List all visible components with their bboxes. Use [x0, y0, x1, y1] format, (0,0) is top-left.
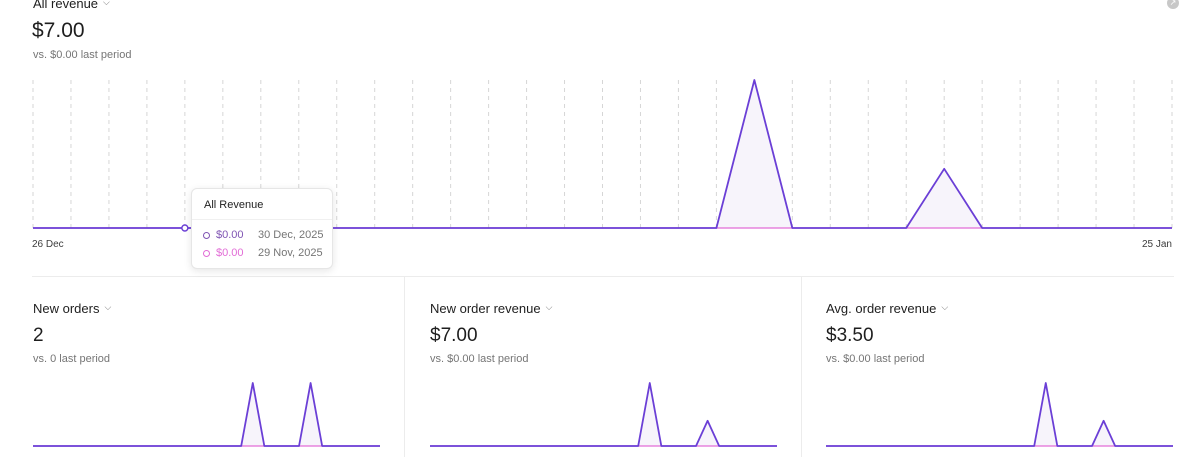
card-comparison: vs. $0.00 last period — [826, 353, 925, 365]
card-avg-order-revenue: Avg. order revenue ⌵ $3.50 vs. $0.00 las… — [826, 277, 1174, 457]
main-metric-label: All revenue — [33, 0, 99, 11]
x-axis-start-label: 26 Dec — [32, 239, 64, 250]
new-orders-chart[interactable] — [33, 373, 381, 453]
expand-icon[interactable]: ↗ — [1167, 0, 1179, 9]
card-value: 2 — [33, 325, 44, 346]
tooltip-row-current: $0.00 30 Dec, 2025 — [203, 229, 323, 241]
main-value: $7.00 — [32, 19, 85, 42]
hover-marker — [181, 224, 189, 232]
card-metric-label: New order revenue — [430, 301, 541, 316]
series-area-fill — [33, 383, 380, 446]
current-period-line — [430, 382, 777, 447]
current-period-line — [33, 382, 380, 447]
tooltip-value: $0.00 — [216, 247, 244, 259]
new-order-revenue-dropdown[interactable]: New order revenue ⌵ — [430, 301, 552, 316]
tooltip-title: All Revenue — [204, 199, 264, 211]
card-new-order-revenue: New order revenue ⌵ $7.00 vs. $0.00 last… — [430, 277, 778, 457]
main-revenue-chart[interactable] — [0, 70, 1200, 235]
series-area-fill — [826, 383, 1173, 446]
avg-order-revenue-chart[interactable] — [826, 373, 1174, 453]
card-divider — [801, 277, 802, 457]
chart-tooltip: All Revenue $0.00 30 Dec, 2025 $0.00 29 … — [191, 188, 333, 269]
circle-icon — [203, 249, 210, 257]
x-axis-end-label: 25 Jan — [1141, 239, 1172, 250]
chevron-down-icon: ⌵ — [104, 302, 112, 312]
card-metric-label: Avg. order revenue — [826, 301, 937, 316]
card-metric-label: New orders — [33, 301, 100, 316]
card-divider — [404, 277, 405, 457]
new-order-revenue-chart[interactable] — [430, 373, 778, 453]
card-value: $3.50 — [826, 325, 874, 346]
section-divider — [32, 276, 1174, 277]
chevron-down-icon: ⌵ — [941, 302, 949, 312]
tooltip-date: 29 Nov, 2025 — [258, 247, 323, 259]
tooltip-value: $0.00 — [216, 229, 244, 241]
current-period-line — [826, 382, 1173, 447]
card-comparison: vs. 0 last period — [33, 353, 111, 365]
series-area-fill — [430, 383, 777, 446]
main-chart-panel: All revenue ⌵ ↗ $7.00 vs. $0.00 last per… — [0, 0, 1200, 250]
chevron-down-icon: ⌵ — [103, 0, 110, 7]
card-new-orders: New orders ⌵ 2 vs. 0 last period — [33, 277, 381, 457]
chevron-down-icon: ⌵ — [545, 302, 553, 312]
card-value: $7.00 — [430, 325, 478, 346]
tooltip-row-previous: $0.00 29 Nov, 2025 — [203, 247, 323, 259]
main-comparison: vs. $0.00 last period — [33, 49, 132, 61]
main-metric-dropdown[interactable]: All revenue ⌵ — [33, 0, 110, 11]
new-orders-dropdown[interactable]: New orders ⌵ — [33, 301, 111, 316]
avg-order-revenue-dropdown[interactable]: Avg. order revenue ⌵ — [826, 301, 948, 316]
tooltip-date: 30 Dec, 2025 — [258, 229, 324, 241]
card-comparison: vs. $0.00 last period — [430, 353, 529, 365]
tooltip-divider — [192, 219, 332, 220]
circle-icon — [203, 231, 210, 239]
